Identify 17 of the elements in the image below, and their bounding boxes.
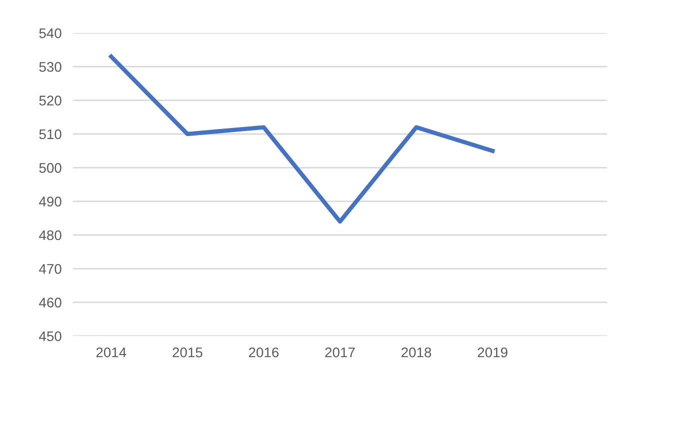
y-tick-label: 500 [39, 163, 62, 173]
y-tick-label: 470 [39, 264, 62, 274]
x-tick-label: 2014 [96, 347, 126, 358]
x-tick-label: 2018 [402, 347, 432, 358]
x-tick-label: 2016 [248, 347, 279, 358]
y-tick-label: 510 [39, 129, 62, 140]
x-tick-label: 2017 [325, 347, 355, 358]
x-tick-label: 2019 [478, 347, 508, 358]
x-tick-label: 2015 [172, 347, 202, 358]
y-tick-label: 480 [39, 230, 62, 240]
line-series [109, 54, 495, 224]
y-tick-label: 530 [39, 62, 62, 72]
y-tick-label: 540 [39, 28, 62, 38]
y-tick-label: 460 [39, 298, 62, 308]
y-tick-label: 520 [39, 96, 62, 106]
y-tick-label: 450 [39, 331, 62, 342]
y-tick-label: 490 [39, 196, 62, 207]
